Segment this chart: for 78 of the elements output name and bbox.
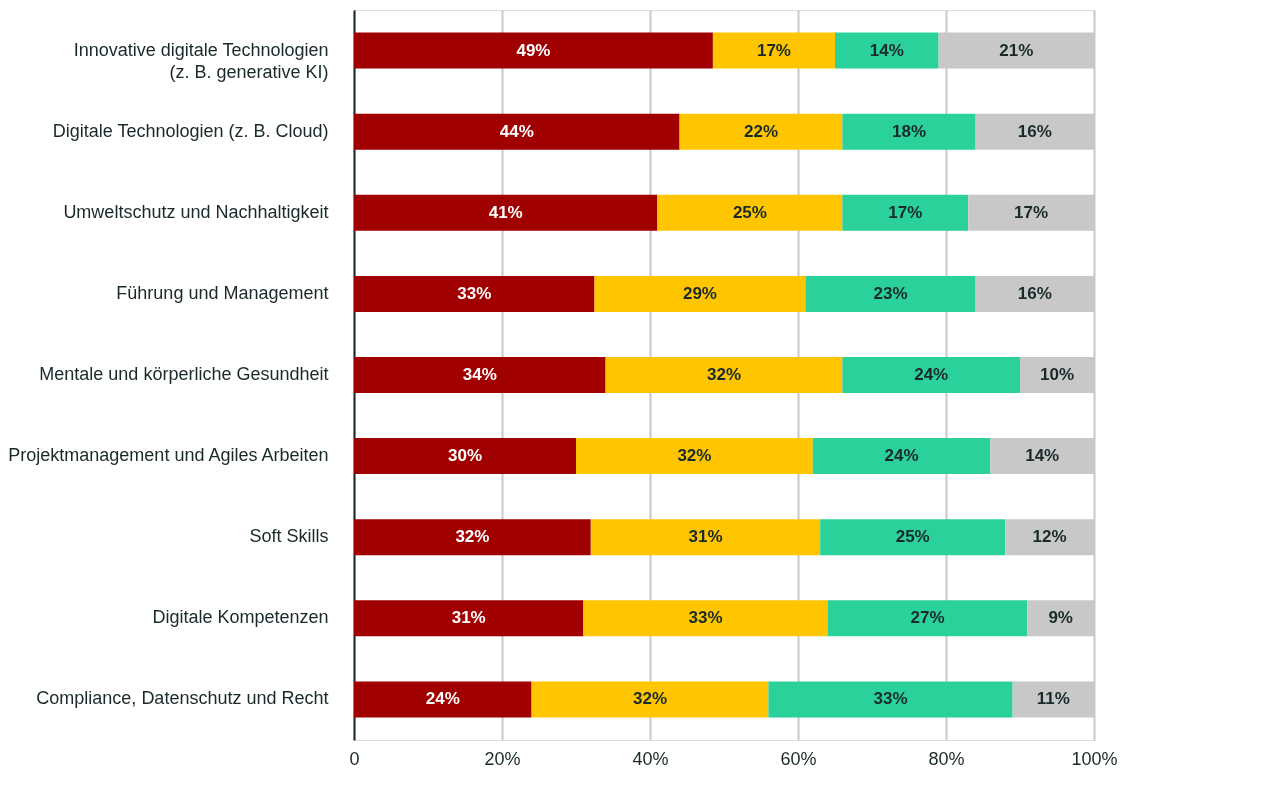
data-label: 12% xyxy=(1032,527,1067,547)
data-label: 24% xyxy=(425,689,460,709)
data-label: 32% xyxy=(455,527,490,547)
data-label: 14% xyxy=(1025,446,1060,466)
data-label: 31% xyxy=(451,608,486,628)
bar xyxy=(354,275,595,312)
bar xyxy=(842,194,969,231)
x-tick-label: 40% xyxy=(632,748,669,769)
data-label: 33% xyxy=(457,283,492,303)
bar xyxy=(835,32,939,69)
data-label: 33% xyxy=(873,689,908,709)
data-label: 17% xyxy=(756,40,791,60)
data-label: 32% xyxy=(632,689,668,709)
data-label: 25% xyxy=(732,202,767,222)
bar xyxy=(820,519,1006,556)
bar xyxy=(354,438,576,475)
bar xyxy=(354,194,658,231)
bar xyxy=(590,519,821,556)
data-label: 29% xyxy=(682,283,717,303)
data-label: 14% xyxy=(869,40,904,60)
data-label: 24% xyxy=(884,446,919,466)
bar xyxy=(354,600,584,637)
y-tick-label: Digitale Technologien (z. B. Cloud) xyxy=(52,120,329,141)
bar xyxy=(605,357,843,393)
bar xyxy=(679,113,843,150)
data-label: 31% xyxy=(688,527,723,547)
bar xyxy=(354,519,591,556)
y-tick-label: Digitale Kompetenzen xyxy=(152,607,329,628)
data-label: 16% xyxy=(1017,121,1052,141)
bar xyxy=(827,600,1028,637)
data-label: 22% xyxy=(743,121,779,141)
bar xyxy=(354,357,606,393)
data-label: 32% xyxy=(677,446,712,466)
data-label: 9% xyxy=(1048,608,1073,628)
data-label: 11% xyxy=(1036,689,1070,709)
data-label: 25% xyxy=(895,527,930,547)
bar xyxy=(842,357,1020,393)
bar xyxy=(576,438,813,475)
bar xyxy=(594,275,806,312)
x-tick-label: 0 xyxy=(349,748,360,769)
bar xyxy=(583,600,828,637)
x-tick-label: 80% xyxy=(928,748,965,769)
data-label: 30% xyxy=(447,446,483,466)
y-tick-label: Führung und Management xyxy=(116,282,329,303)
x-tick-label: 100% xyxy=(1071,748,1118,769)
y-tick-label: Innovative digitale Technologien (z. B. generative KI) xyxy=(73,39,329,82)
bar xyxy=(354,681,532,718)
x-tick-label: 60% xyxy=(780,748,817,769)
data-label: 34% xyxy=(462,365,497,384)
data-label: 16% xyxy=(1017,283,1052,303)
data-label: 18% xyxy=(891,121,927,141)
x-tick-label: 20% xyxy=(484,748,521,769)
data-label: 49% xyxy=(516,40,551,60)
y-tick-label: Projektmanagement und Agiles Arbeiten xyxy=(8,445,329,466)
data-label: 21% xyxy=(999,40,1034,60)
bar xyxy=(657,194,843,231)
data-label: 17% xyxy=(1014,202,1049,222)
data-label: 32% xyxy=(706,365,742,384)
data-label: 23% xyxy=(873,283,908,303)
bar xyxy=(712,32,835,69)
data-label: 17% xyxy=(888,202,923,222)
data-label: 41% xyxy=(488,202,523,222)
data-label: 44% xyxy=(499,121,534,141)
bar xyxy=(354,113,680,150)
y-tick-label: Soft Skills xyxy=(249,526,329,547)
y-tick-label: Umweltschutz und Nachhaltigkeit xyxy=(63,201,329,222)
bar xyxy=(354,32,713,69)
bar xyxy=(842,113,976,150)
data-label: 10% xyxy=(1039,365,1075,384)
data-label: 27% xyxy=(910,608,945,628)
y-tick-label: Compliance, Datenschutz und Recht xyxy=(36,688,329,709)
data-label: 33% xyxy=(688,608,723,628)
bar xyxy=(768,681,1013,718)
bar xyxy=(805,275,976,312)
bar xyxy=(531,681,769,718)
bar xyxy=(812,438,991,475)
y-tick-label: Mentale und körperliche Gesundheit xyxy=(39,364,329,384)
data-label: 24% xyxy=(914,365,949,384)
